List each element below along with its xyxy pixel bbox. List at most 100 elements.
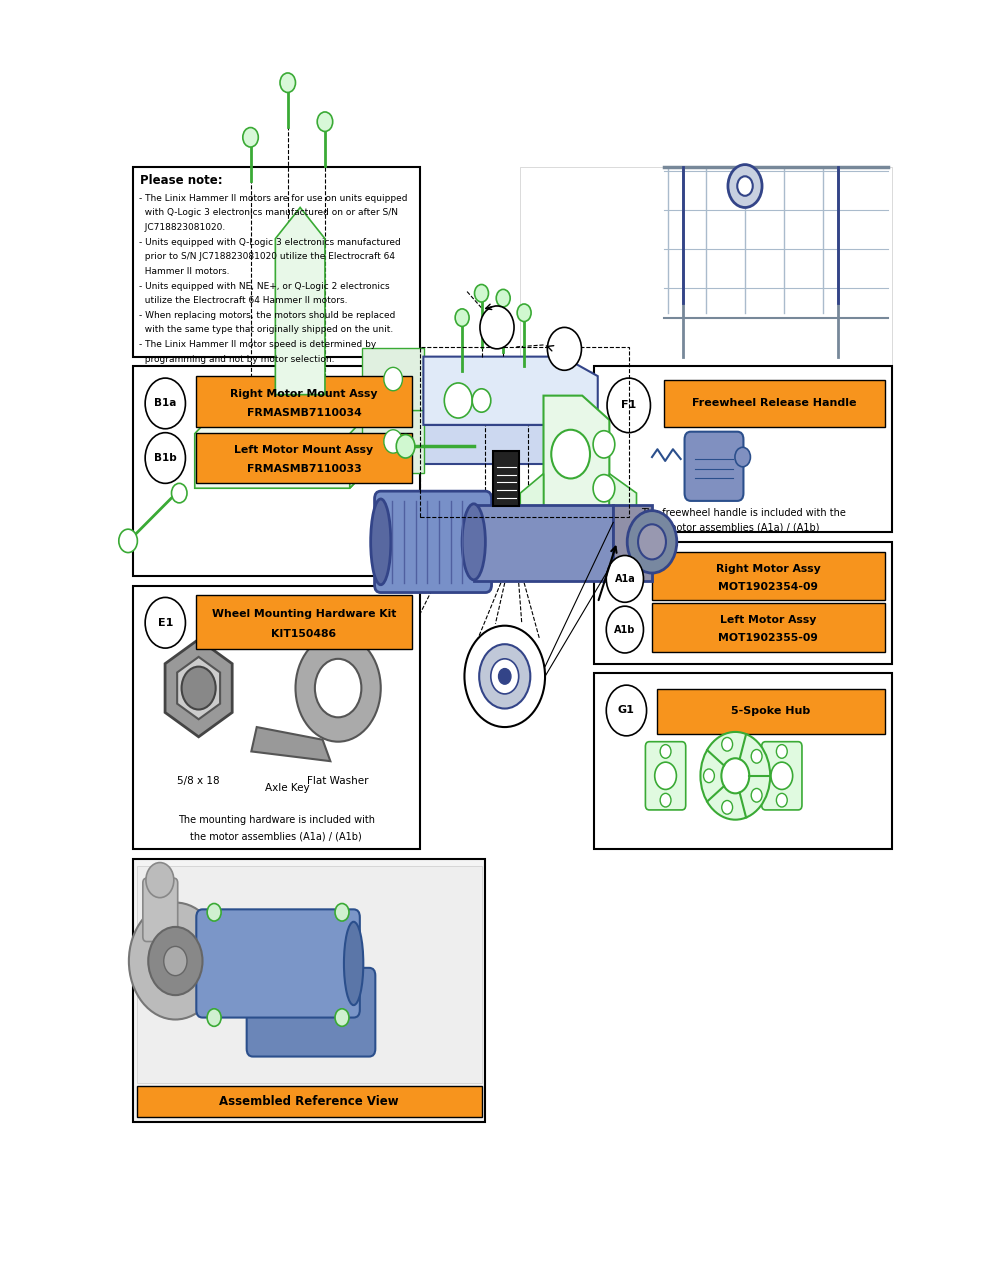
Polygon shape [423, 357, 598, 425]
Circle shape [593, 475, 615, 501]
Circle shape [119, 529, 137, 552]
Polygon shape [609, 473, 637, 532]
FancyBboxPatch shape [762, 742, 802, 810]
Circle shape [317, 111, 333, 132]
Text: B1a: B1a [154, 399, 176, 409]
Circle shape [737, 176, 753, 196]
Circle shape [335, 904, 349, 922]
Text: JC718823081020.: JC718823081020. [139, 223, 225, 232]
Bar [657, 689, 885, 734]
Text: Assembled Reference View: Assembled Reference View [219, 1095, 399, 1108]
Circle shape [776, 744, 787, 758]
Polygon shape [520, 473, 544, 532]
Circle shape [145, 598, 185, 648]
FancyBboxPatch shape [645, 742, 686, 810]
Circle shape [751, 749, 762, 763]
Text: programming and not by motor selection.: programming and not by motor selection. [139, 354, 334, 363]
Text: B1b: B1b [154, 453, 177, 463]
Bar [594, 366, 892, 532]
Circle shape [207, 1009, 221, 1027]
Text: the motor assemblies (A1a) / (A1b): the motor assemblies (A1a) / (A1b) [190, 832, 362, 842]
Bar [196, 433, 412, 484]
Text: Right Motor Mount Assy: Right Motor Mount Assy [230, 389, 378, 399]
FancyBboxPatch shape [375, 491, 492, 592]
FancyBboxPatch shape [493, 451, 519, 506]
FancyBboxPatch shape [247, 967, 375, 1057]
Bar [137, 866, 482, 1082]
Polygon shape [362, 410, 424, 472]
Bar [664, 380, 885, 427]
Circle shape [735, 447, 750, 467]
Bar [652, 604, 885, 652]
Ellipse shape [462, 504, 485, 580]
Text: Right Motor Assy: Right Motor Assy [716, 563, 821, 573]
Circle shape [496, 290, 510, 306]
Bar [594, 542, 892, 663]
Circle shape [315, 658, 361, 718]
Circle shape [491, 658, 519, 694]
Text: D1: D1 [556, 344, 572, 353]
Circle shape [280, 73, 296, 92]
Circle shape [129, 903, 222, 1019]
Circle shape [660, 744, 671, 758]
Circle shape [728, 165, 762, 208]
FancyBboxPatch shape [143, 879, 178, 942]
Polygon shape [165, 639, 232, 737]
Polygon shape [350, 395, 387, 489]
Circle shape [660, 794, 671, 806]
Circle shape [296, 634, 381, 742]
Ellipse shape [371, 499, 391, 585]
Circle shape [455, 309, 469, 327]
Text: Freewheel Release Handle: Freewheel Release Handle [692, 399, 856, 409]
Polygon shape [544, 395, 609, 513]
Text: prior to S/N JC718823081020 utilize the Electrocraft 64: prior to S/N JC718823081020 utilize the … [139, 252, 395, 261]
Circle shape [148, 927, 202, 995]
Text: utilize the Electrocraft 64 Hammer II motors.: utilize the Electrocraft 64 Hammer II mo… [139, 296, 347, 305]
Text: Please note:: Please note: [140, 175, 223, 187]
Circle shape [172, 484, 187, 503]
Text: G1: G1 [618, 705, 635, 715]
Text: 5/8 x 18: 5/8 x 18 [177, 776, 220, 786]
Circle shape [547, 328, 581, 370]
Text: Axle Key: Axle Key [265, 782, 310, 793]
Polygon shape [251, 727, 330, 761]
Polygon shape [613, 505, 652, 581]
Bar [652, 552, 885, 600]
Circle shape [722, 800, 733, 814]
Bar [420, 347, 629, 518]
Polygon shape [195, 395, 387, 489]
Circle shape [606, 685, 647, 736]
Circle shape [499, 668, 511, 684]
Circle shape [638, 524, 666, 560]
FancyBboxPatch shape [685, 432, 743, 501]
Circle shape [606, 556, 643, 603]
Bar [196, 376, 412, 427]
Text: A1b: A1b [614, 624, 636, 634]
Circle shape [700, 732, 770, 819]
Circle shape [480, 306, 514, 349]
Text: Wheel Mounting Hardware Kit: Wheel Mounting Hardware Kit [212, 609, 396, 619]
Text: E1: E1 [158, 618, 173, 628]
Text: - Units equipped with Q-Logic 3 electronics manufactured: - Units equipped with Q-Logic 3 electron… [139, 238, 401, 247]
Text: KIT150486: KIT150486 [271, 629, 337, 639]
Circle shape [182, 667, 216, 709]
Circle shape [721, 758, 749, 794]
Polygon shape [362, 348, 424, 410]
Text: - The Linix Hammer II motors are for use on units equipped: - The Linix Hammer II motors are for use… [139, 194, 407, 203]
Polygon shape [563, 425, 598, 463]
Circle shape [479, 644, 530, 709]
Circle shape [517, 304, 531, 322]
Text: motor assemblies (A1a) / (A1b): motor assemblies (A1a) / (A1b) [667, 523, 819, 532]
Text: FRMASMB7110033: FRMASMB7110033 [247, 465, 361, 475]
Text: - When replacing motors, the motors should be replaced: - When replacing motors, the motors shou… [139, 311, 395, 320]
Circle shape [722, 738, 733, 751]
Text: FRMASMB7110034: FRMASMB7110034 [247, 408, 361, 418]
Text: - The Linix Hammer II motor speed is determined by: - The Linix Hammer II motor speed is det… [139, 341, 376, 349]
FancyBboxPatch shape [196, 909, 360, 1018]
Circle shape [655, 762, 676, 790]
Circle shape [384, 367, 402, 391]
Circle shape [776, 794, 787, 806]
Circle shape [396, 434, 415, 458]
Circle shape [606, 606, 643, 653]
Circle shape [475, 285, 488, 303]
